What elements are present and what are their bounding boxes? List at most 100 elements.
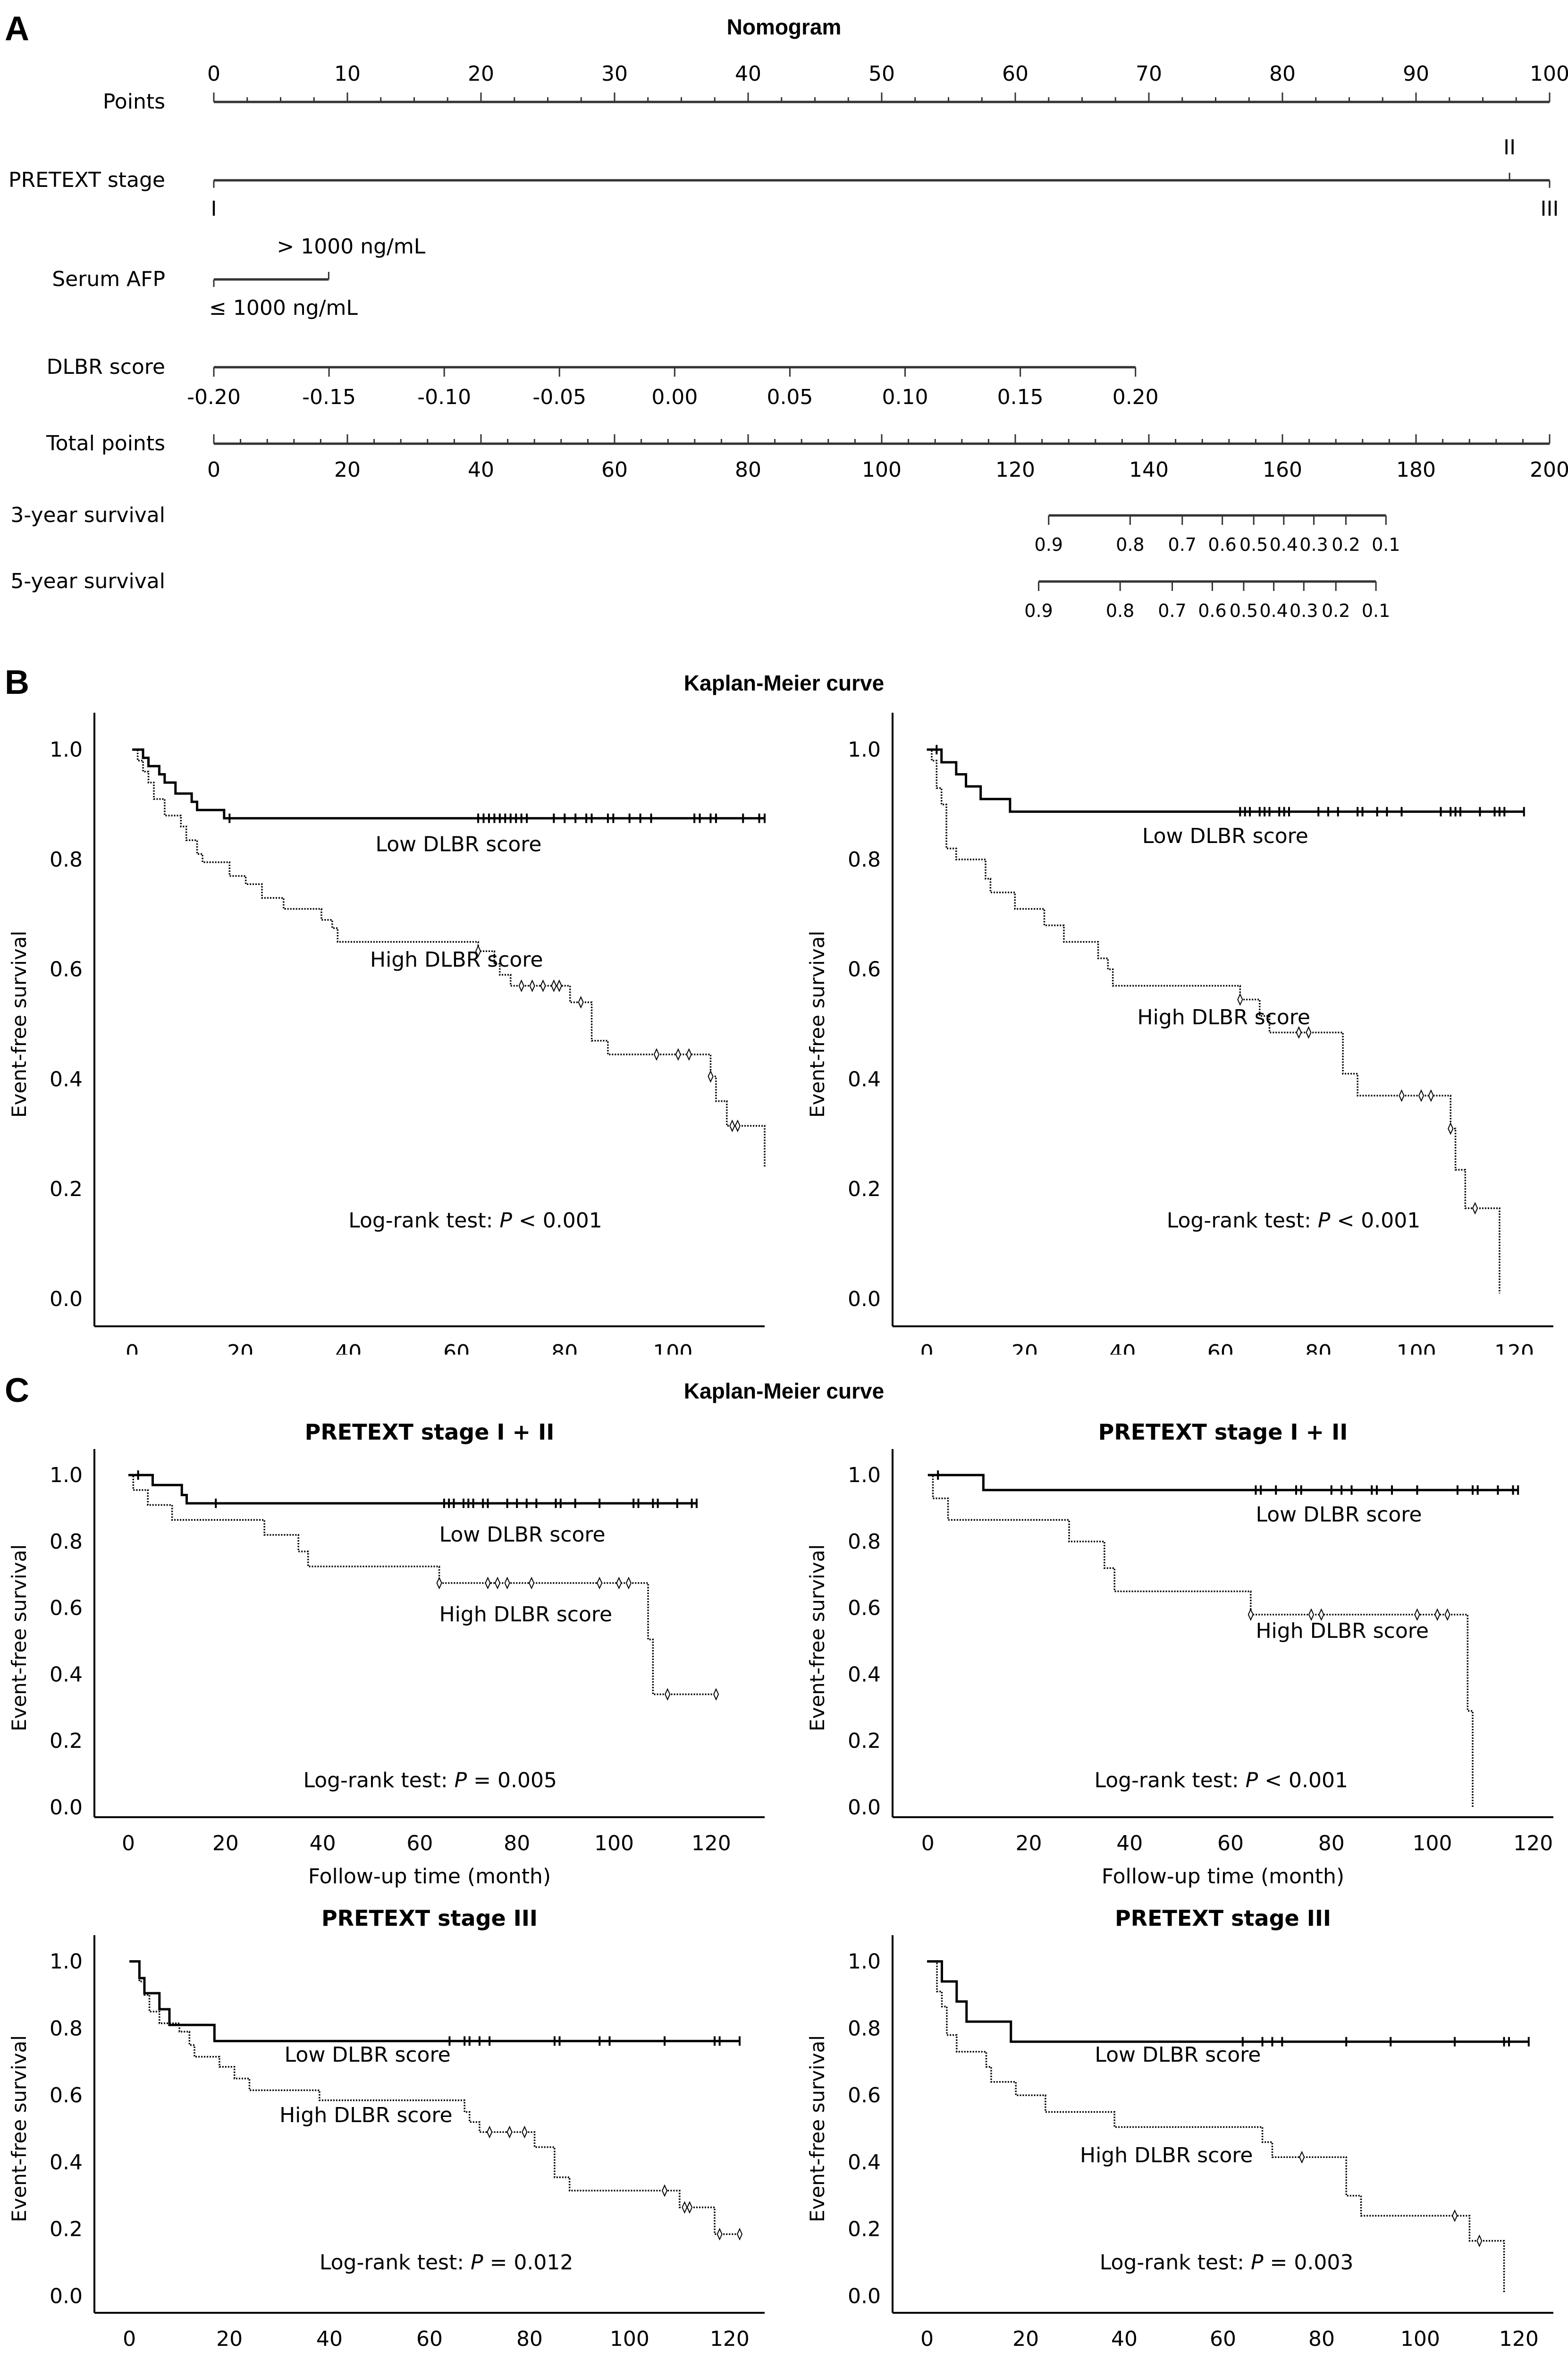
nomogram-tick-label: 60 xyxy=(1002,62,1028,86)
km-y-tick-label: 0.8 xyxy=(848,848,881,872)
nomogram-tick-label: 40 xyxy=(468,458,494,482)
km-chart-c-bottom-right: PRETEXT stage III 0.0 0.2 0.4 0.6 0.8 1.0 0 20 40… xyxy=(806,1905,1553,2351)
nomogram-tick-label: 0.9 xyxy=(1024,600,1053,621)
km-censor-mark xyxy=(518,979,524,992)
km-y-tick-label: 0.2 xyxy=(848,1177,881,1201)
km-censor-mark xyxy=(653,1048,660,1061)
panel-label-c: C xyxy=(5,1372,29,1409)
km-y-tick-label: 0.6 xyxy=(848,1596,881,1620)
nomogram-tick-label: -0.20 xyxy=(187,385,241,409)
km-logrank-annotation: Log-rank test: P = 0.005 xyxy=(303,1769,557,1793)
km-x-tick-label: 60 xyxy=(443,1340,470,1355)
km-curve-low-dlbr xyxy=(132,748,765,820)
nomogram-tick-label: 80 xyxy=(735,458,761,482)
km-label-low-dlbr: Low DLBR score xyxy=(1256,1503,1422,1527)
km-title-b: Kaplan-Meier curve xyxy=(683,671,885,695)
km-y-tick-label: 0.8 xyxy=(50,2016,83,2040)
nomogram-tick-label: 90 xyxy=(1403,62,1429,86)
km-x-tick-label: 80 xyxy=(1305,1340,1332,1355)
km-censor-mark xyxy=(1237,993,1243,1006)
km-y-tick-label: 0.0 xyxy=(50,1795,83,1820)
km-chart-b-right: 0.00.20.40.60.81.0020406080100120Follow-… xyxy=(806,713,1553,1355)
km-y-axis-label: Event-free survival xyxy=(8,2035,31,2222)
nomogram-tick-label: 0.5 xyxy=(1239,534,1268,555)
nomogram-tick-label: 0 xyxy=(207,62,220,86)
km-chart-c-top-left: PRETEXT stage I + II 0.0 0.2 0.4 0.6 0.8 1.0 0 2… xyxy=(8,1419,765,1888)
km-label-high-dlbr: High DLBR score xyxy=(439,1602,612,1627)
km-x-axis-label: Follow-up time (month) xyxy=(308,1864,551,1888)
nomogram-tick-label: 140 xyxy=(1129,458,1169,482)
km-label-low-dlbr: Low DLBR score xyxy=(1142,824,1308,848)
km-subplot-title: PRETEXT stage I + II xyxy=(1098,1419,1348,1445)
nomogram-tick-label: 180 xyxy=(1396,458,1436,482)
km-y-axis-label: Event-free survival xyxy=(806,931,829,1118)
nomogram-tick-label: 0.5 xyxy=(1230,600,1258,621)
km-censor-mark xyxy=(597,1576,603,1590)
nomogram-tick-label: 0.05 xyxy=(767,385,813,409)
nomogram-tick-label: 50 xyxy=(868,62,895,86)
km-y-axis-label: Event-free survival xyxy=(8,931,31,1118)
km-censor-mark xyxy=(1428,1089,1434,1102)
km-y-tick-label: 0.4 xyxy=(50,1662,83,1686)
km-y-axis-label: Event-free survival xyxy=(806,2035,829,2222)
km-y-axis-label: Event-free survival xyxy=(806,1544,829,1731)
km-x-tick-label: 80 xyxy=(1318,1831,1345,1855)
nomogram-tick-label: 0.7 xyxy=(1158,600,1186,621)
km-curve-high-dlbr xyxy=(128,1474,717,1695)
nomogram-tick-label: 70 xyxy=(1136,62,1162,86)
km-y-tick-label: 0.2 xyxy=(848,2217,881,2242)
km-y-tick-label: 1.0 xyxy=(848,738,881,762)
km-y-tick-label: 0.0 xyxy=(848,1287,881,1311)
km-logrank-annotation: Log-rank test: P = 0.003 xyxy=(1100,2250,1354,2275)
km-y-tick-label: 0.4 xyxy=(848,1067,881,1091)
km-censor-mark xyxy=(475,944,481,958)
km-censor-mark xyxy=(528,1576,535,1590)
km-censor-mark xyxy=(1476,2234,1483,2247)
km-censor-mark xyxy=(1296,1026,1302,1039)
km-logrank-annotation: Log-rank test: P < 0.001 xyxy=(348,1209,602,1233)
nomogram-tick-label: 80 xyxy=(1269,62,1296,86)
nomogram-tick-label: 0.10 xyxy=(882,385,928,409)
km-x-tick-label: 60 xyxy=(406,1831,433,1855)
km-chart-b-left: 0.00.20.40.60.81.0020406080100Follow-up … xyxy=(8,713,766,1355)
km-y-axis-label: Event-free survival xyxy=(8,1544,31,1731)
nomogram-tick-label: 0.3 xyxy=(1290,600,1318,621)
km-y-tick-label: 1.0 xyxy=(50,1463,83,1487)
km-x-tick-label: 60 xyxy=(1210,2327,1236,2351)
km-label-high-dlbr: High DLBR score xyxy=(370,948,543,972)
nomogram-title: Nomogram xyxy=(726,15,842,39)
km-curve-low-dlbr xyxy=(927,748,1524,813)
km-curve-low-dlbr xyxy=(128,1474,697,1505)
km-y-tick-label: 0.8 xyxy=(50,848,83,872)
km-x-tick-label: 80 xyxy=(1308,2327,1335,2351)
km-x-tick-label: 0 xyxy=(123,2327,136,2351)
km-x-tick-label: 120 xyxy=(1499,2327,1539,2351)
panel-label-b: B xyxy=(5,664,29,701)
km-curve-high-dlbr xyxy=(927,1960,1505,2293)
km-censor-mark xyxy=(1451,2209,1458,2222)
nomogram-tick-label: 20 xyxy=(334,458,361,482)
nomogram-tick-label: 0.2 xyxy=(1322,600,1350,621)
km-y-tick-label: 0.8 xyxy=(848,1530,881,1554)
km-y-tick-label: 0.4 xyxy=(50,2150,83,2175)
km-x-tick-label: 40 xyxy=(335,1340,362,1355)
km-y-tick-label: 0.0 xyxy=(848,1795,881,1820)
km-curve-low-dlbr xyxy=(927,1474,1518,1492)
km-label-low-dlbr: Low DLBR score xyxy=(1095,2043,1261,2067)
km-censor-mark xyxy=(686,1048,692,1061)
nomogram-tick-label: -0.10 xyxy=(417,385,471,409)
nomogram-tick-label: 0.1 xyxy=(1362,600,1390,621)
km-label-low-dlbr: Low DLBR score xyxy=(375,832,541,856)
nomogram-tick-label: 60 xyxy=(601,458,628,482)
nomogram-tick-label: 0.20 xyxy=(1113,385,1159,409)
km-censor-mark xyxy=(661,2184,668,2197)
km-y-tick-label: 0.0 xyxy=(848,2284,881,2309)
km-x-tick-label: 80 xyxy=(551,1340,578,1355)
km-chart-c-top-right: PRETEXT stage I + II 0.0 0.2 0.4 0.6 0.8 1.0 0 2… xyxy=(806,1419,1553,1888)
km-label-low-dlbr: Low DLBR score xyxy=(439,1523,606,1547)
nomogram-chart: Points 0 10 20 30 40 50 60 70 80 90 100 PRETEXT stag… xyxy=(8,62,1568,621)
km-x-tick-label: 60 xyxy=(1207,1340,1234,1355)
km-y-tick-label: 1.0 xyxy=(848,1463,881,1487)
km-censor-mark xyxy=(1248,1608,1254,1621)
km-x-tick-label: 100 xyxy=(594,1831,634,1855)
